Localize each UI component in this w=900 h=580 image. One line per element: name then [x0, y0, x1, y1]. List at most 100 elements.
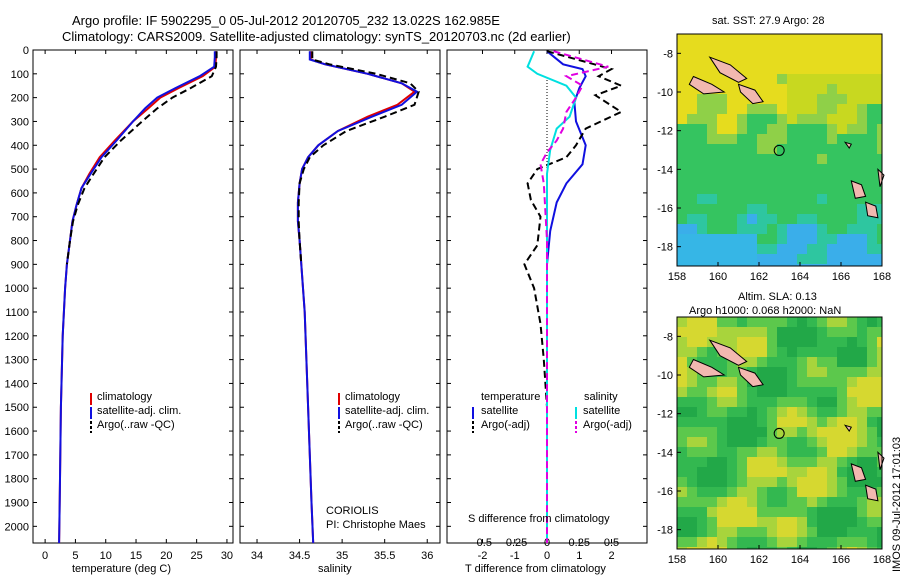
sla-map-cell — [857, 497, 868, 508]
sla-map-cell — [717, 387, 728, 398]
island-shape — [737, 83, 764, 105]
depth-tick-label: 0 — [23, 45, 29, 57]
sst-map-cell — [757, 264, 768, 267]
sst-map-cell — [817, 224, 828, 235]
sla-map-cell — [797, 367, 808, 378]
sst-map-cell — [777, 134, 788, 145]
sst-map-cell — [847, 184, 858, 195]
sla-map-cell — [777, 347, 788, 358]
sst-map-cell — [677, 94, 688, 105]
sst-map-cell — [837, 164, 848, 175]
sla-map-cell — [707, 517, 718, 528]
sst-map-ytick-label: -16 — [657, 203, 673, 215]
sst-map-cell — [807, 204, 818, 215]
sst-map-cell — [747, 44, 758, 55]
sst-map-cell — [697, 44, 708, 55]
sst-map-cell — [867, 224, 878, 235]
sla-map-cell — [857, 407, 868, 418]
sst-map-cell — [847, 164, 858, 175]
sla-map-cell — [827, 517, 838, 528]
sla-map-cell — [707, 397, 718, 408]
sst-map-cell — [827, 64, 838, 75]
sst-map-cell — [767, 224, 778, 235]
sst-map-cell — [817, 144, 828, 155]
sst-map-cell — [787, 224, 798, 235]
sst-map-cell — [787, 84, 798, 95]
sst-map-cell — [847, 224, 858, 235]
sst-map-cell — [847, 74, 858, 85]
sla-map-cell — [797, 327, 808, 338]
sla-map-cell — [707, 487, 718, 498]
sst-map-cell — [697, 64, 708, 75]
sst-map-cell — [797, 264, 808, 267]
diff-legend-s-satellite: satellite — [583, 405, 621, 417]
sst-map-cell — [717, 114, 728, 125]
sst-map-cell — [717, 154, 728, 165]
sst-map-cell — [677, 194, 688, 205]
sla-map-cell — [737, 497, 748, 508]
sla-map-cell — [807, 527, 818, 538]
sst-map-cell — [787, 114, 798, 125]
sst-map-cell — [707, 44, 718, 55]
sst-map-cell — [857, 124, 868, 135]
sst-map-cell — [837, 144, 848, 155]
sst-map-cell — [797, 44, 808, 55]
sst-map-cell — [747, 174, 758, 185]
sla-map-cell — [837, 437, 848, 448]
sst-map-cell — [807, 174, 818, 185]
sst-map-cell — [707, 204, 718, 215]
sla-map-cell — [827, 437, 838, 448]
sst-map-cell — [787, 104, 798, 115]
sla-map-cell — [857, 327, 868, 338]
sst-map-cell — [877, 184, 883, 195]
sst-map-cell — [717, 104, 728, 115]
sst-map-cell — [827, 234, 838, 245]
sst-map-cell — [727, 144, 738, 155]
depth-tick-label: 1900 — [5, 498, 29, 510]
sst-map-cell — [757, 84, 768, 95]
sst-map-cell — [747, 164, 758, 175]
sst-map-cell — [867, 84, 878, 95]
sst-map-cell — [877, 34, 883, 45]
sst-map-cell — [877, 164, 883, 175]
sst-map-cell — [697, 94, 708, 105]
sst-map-cell — [677, 104, 688, 115]
sst-map-ytick-label: -12 — [657, 126, 673, 138]
sst-map-cell — [687, 134, 698, 145]
sst-map-cell — [717, 124, 728, 135]
sst-map-cell — [787, 134, 798, 145]
sst-map-cell — [727, 204, 738, 215]
sla-map-cell — [857, 437, 868, 448]
sla-map-cell — [837, 527, 848, 538]
sst-map-cell — [797, 234, 808, 245]
sla-map-cell — [807, 377, 818, 388]
sla-map-cell — [747, 527, 758, 538]
sla-map-cell — [797, 517, 808, 528]
difference-xtick-label: -2 — [478, 550, 488, 562]
sst-map-cell — [697, 34, 708, 45]
sla-map-cell — [837, 547, 848, 550]
sla-map-cell — [767, 507, 778, 518]
sst-map-cell — [827, 134, 838, 145]
salinity-series-2 — [297, 51, 420, 265]
sla-map-cell — [787, 387, 798, 398]
sst-map-cell — [807, 264, 818, 267]
sst-map-cell — [817, 124, 828, 135]
sla-map-cell — [787, 487, 798, 498]
sst-map-cell — [837, 264, 848, 267]
sla-map-cell — [707, 427, 718, 438]
sla-map-cell — [697, 317, 708, 328]
sst-map-cell — [677, 54, 688, 65]
depth-tick-label: 2000 — [5, 521, 29, 533]
sst-map-cell — [867, 194, 878, 205]
sst-map-cell — [817, 164, 828, 175]
depth-tick-label: 300 — [11, 116, 29, 128]
sla-map-cell — [807, 317, 818, 328]
sla-map-cell — [797, 337, 808, 348]
sst-map-cell — [847, 204, 858, 215]
sst-map-cell — [737, 94, 748, 105]
sst-map-cell — [687, 144, 698, 155]
sst-map-cell — [817, 134, 828, 145]
sla-map-cell — [787, 357, 798, 368]
sla-map-cell — [877, 357, 883, 368]
